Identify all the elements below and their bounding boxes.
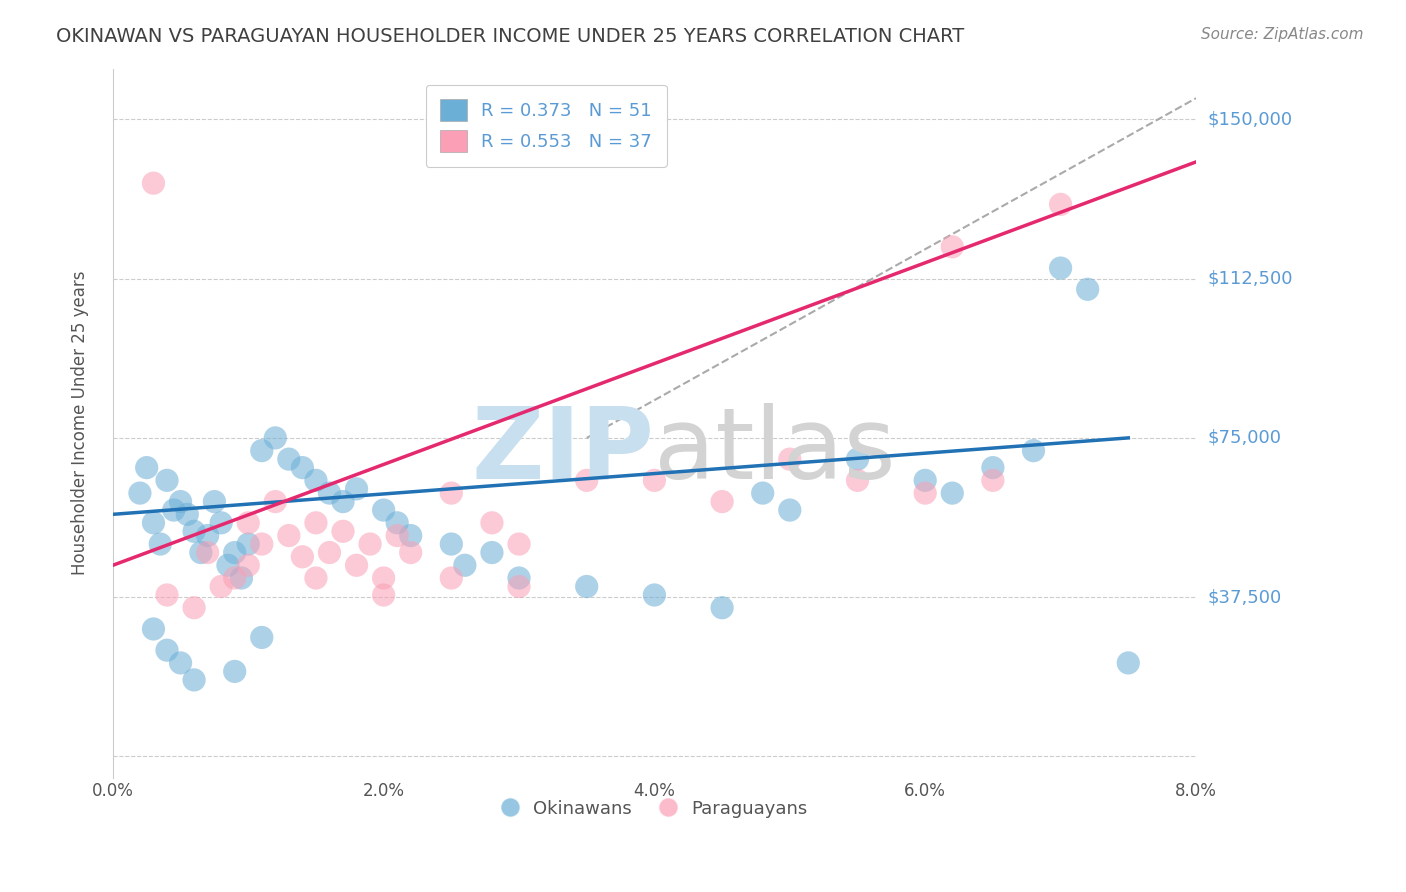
Point [318, 486, 340, 500]
Point [156, 588, 179, 602]
Point [481, 516, 503, 530]
Point [169, 656, 191, 670]
Point [385, 528, 408, 542]
Point [399, 545, 422, 559]
Point [277, 528, 299, 542]
Point [1049, 261, 1071, 276]
Point [190, 545, 212, 559]
Point [224, 665, 246, 679]
Point [440, 537, 463, 551]
Point [481, 545, 503, 559]
Point [359, 537, 381, 551]
Point [197, 528, 219, 542]
Point [250, 631, 273, 645]
Point [440, 486, 463, 500]
Point [941, 486, 963, 500]
Point [183, 673, 205, 687]
Text: atlas: atlas [654, 403, 896, 500]
Point [332, 494, 354, 508]
Point [643, 588, 665, 602]
Point [346, 482, 368, 496]
Point [981, 460, 1004, 475]
Text: $112,500: $112,500 [1208, 269, 1292, 288]
Point [508, 571, 530, 585]
Point [129, 486, 152, 500]
Point [156, 474, 179, 488]
Point [941, 240, 963, 254]
Point [224, 545, 246, 559]
Point [373, 588, 395, 602]
Point [209, 516, 232, 530]
Point [779, 503, 801, 517]
Point [169, 6, 191, 21]
Point [399, 528, 422, 542]
Point [163, 503, 186, 517]
Point [575, 474, 598, 488]
Point [454, 558, 477, 573]
Legend: Okinawans, Paraguayans: Okinawans, Paraguayans [494, 793, 815, 825]
Point [176, 508, 198, 522]
Point [250, 443, 273, 458]
Point [238, 558, 260, 573]
Point [305, 516, 328, 530]
Point [183, 524, 205, 539]
Point [1077, 282, 1099, 296]
Point [217, 558, 239, 573]
Point [385, 516, 408, 530]
Point [914, 474, 936, 488]
Point [142, 176, 165, 190]
Point [209, 580, 232, 594]
Point [197, 545, 219, 559]
Point [318, 545, 340, 559]
Point [373, 503, 395, 517]
Point [305, 474, 328, 488]
Point [779, 452, 801, 467]
Point [332, 524, 354, 539]
Point [508, 537, 530, 551]
Point [846, 474, 869, 488]
Point [751, 486, 773, 500]
Text: Source: ZipAtlas.com: Source: ZipAtlas.com [1201, 27, 1364, 42]
Point [643, 474, 665, 488]
Point [264, 431, 287, 445]
Point [1116, 656, 1139, 670]
Point [250, 537, 273, 551]
Point [135, 460, 157, 475]
Point [1022, 443, 1045, 458]
Point [231, 571, 253, 585]
Point [142, 622, 165, 636]
Point [440, 571, 463, 585]
Point [914, 486, 936, 500]
Point [981, 474, 1004, 488]
Point [508, 580, 530, 594]
Point [846, 452, 869, 467]
Y-axis label: Householder Income Under 25 years: Householder Income Under 25 years [72, 271, 89, 575]
Point [183, 600, 205, 615]
Text: $37,500: $37,500 [1208, 588, 1281, 607]
Text: OKINAWAN VS PARAGUAYAN HOUSEHOLDER INCOME UNDER 25 YEARS CORRELATION CHART: OKINAWAN VS PARAGUAYAN HOUSEHOLDER INCOM… [56, 27, 965, 45]
Point [142, 516, 165, 530]
Point [305, 571, 328, 585]
Point [575, 580, 598, 594]
Text: $150,000: $150,000 [1208, 111, 1292, 128]
Point [156, 643, 179, 657]
Point [149, 537, 172, 551]
Point [711, 600, 734, 615]
Point [711, 494, 734, 508]
Point [202, 494, 225, 508]
Text: $75,000: $75,000 [1208, 429, 1281, 447]
Point [291, 549, 314, 564]
Point [264, 494, 287, 508]
Point [346, 558, 368, 573]
Text: ZIP: ZIP [471, 403, 654, 500]
Point [1049, 197, 1071, 211]
Point [224, 571, 246, 585]
Point [277, 452, 299, 467]
Point [238, 537, 260, 551]
Point [373, 571, 395, 585]
Point [169, 494, 191, 508]
Point [238, 516, 260, 530]
Point [291, 460, 314, 475]
